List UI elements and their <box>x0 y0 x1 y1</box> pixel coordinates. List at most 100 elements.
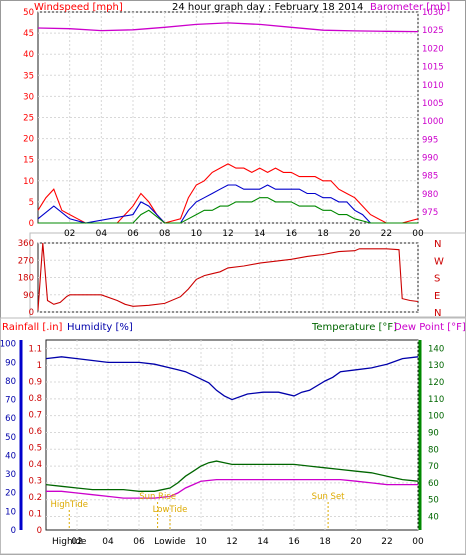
wind-x-tick-label: 22 <box>381 229 392 239</box>
series-dew-point <box>46 478 418 499</box>
series-temperature <box>45 460 419 492</box>
windspeed-tick-label: 50 <box>23 8 34 18</box>
temperature-tick-label: 100 <box>428 412 444 422</box>
rainfall-tick-label: 0.3 <box>28 476 42 486</box>
barometer-tick-label: 980 <box>422 190 438 200</box>
barometer-tick-label: 1005 <box>422 99 444 109</box>
windspeed-tick-label: 20 <box>23 135 34 145</box>
temperature-tick-label: 140 <box>428 344 444 354</box>
windspeed-tick-label: 45 <box>23 29 34 39</box>
series-layer <box>37 22 419 499</box>
rainfall-axis-title: Rainfall [.in] <box>2 322 63 333</box>
wind-x-tick-label: 12 <box>222 229 233 239</box>
humidity-tick-label: 100 <box>0 340 16 350</box>
barometer-tick-label: 1030 <box>422 8 444 18</box>
barometer-tick-label: 1025 <box>422 26 444 36</box>
windspeed-tick-label: 30 <box>23 92 34 102</box>
windspeed-tick-label: 35 <box>23 71 34 81</box>
humidity-x-tick-label: 16 <box>288 537 300 547</box>
humidity-x-tick-label: 10 <box>195 537 207 547</box>
humidity-x-tick-label: 02 <box>71 537 82 547</box>
temperature-tick-label: 110 <box>428 395 444 405</box>
direction-tick-label: 0 <box>29 308 34 318</box>
compass-tick-label: N <box>434 308 441 319</box>
temperature-tick-label: 60 <box>428 479 439 489</box>
rainfall-tick-label: 0.1 <box>28 509 42 519</box>
direction-tick-label: 180 <box>18 274 34 284</box>
series-humidity <box>45 356 419 401</box>
wind-x-tick-label: 00 <box>412 229 424 239</box>
windspeed-tick-label: 5 <box>29 198 34 208</box>
humidity-tick-label: 60 <box>5 414 16 424</box>
humidity-tick-label: 30 <box>5 470 16 480</box>
temperature-tick-label: 80 <box>428 445 439 455</box>
humidity-tick-label: 0 <box>11 526 16 536</box>
humidity-x-tick-label: Highide <box>52 537 87 547</box>
temperature-tick-label: 120 <box>428 378 444 388</box>
humidity-tick-label: 80 <box>5 377 16 387</box>
annotation-lowtide: LowTide <box>153 505 188 515</box>
windspeed-tick-label: 0 <box>29 219 34 229</box>
rainfall-tick-label: 0.5 <box>28 443 42 453</box>
rainfall-tick-label: 0.2 <box>28 493 42 503</box>
humidity-x-tick-label: 00 <box>412 537 424 547</box>
humidity-tick-label: 10 <box>5 507 16 517</box>
windspeed-tick-label: 15 <box>23 156 34 166</box>
windspeed-tick-label: 10 <box>23 177 34 187</box>
wind-x-tick-label: 02 <box>64 229 75 239</box>
rainfall-tick-label: 0 <box>37 526 42 536</box>
wind-x-tick-label: 04 <box>96 229 108 239</box>
wind-x-tick-label: 16 <box>286 229 298 239</box>
humidity-x-tick-label: Lowide <box>154 537 186 547</box>
barometer-tick-label: 995 <box>422 135 438 145</box>
barometer-axis-title: Barometer [mb] <box>370 2 450 13</box>
rainfall-tick-label: 0.8 <box>28 394 42 404</box>
humidity-panel-border <box>0 317 466 555</box>
barometer-tick-label: 975 <box>422 208 438 218</box>
temperature-tick-label: 40 <box>428 513 439 523</box>
temperature-tick-label: 70 <box>428 462 439 472</box>
windspeed-axis-title: Windspeed [mph] <box>34 2 123 13</box>
barometer-tick-label: 1015 <box>422 63 444 73</box>
temperature-tick-label: 130 <box>428 361 444 371</box>
temperature-tick-label: 50 <box>428 496 439 506</box>
humidity-x-tick-label: 04 <box>102 537 114 547</box>
annotation-hightide: HighTide <box>51 500 88 510</box>
humidity-x-tick-label: 20 <box>350 537 362 547</box>
direction-tick-label: 270 <box>18 256 34 266</box>
series-barometer <box>37 22 419 33</box>
windspeed-tick-label: 25 <box>23 114 34 124</box>
direction-tick-label: 90 <box>23 291 34 301</box>
humidity-axis-title: Humidity [%] <box>67 322 133 333</box>
wind-x-tick-label: 18 <box>317 229 329 239</box>
series-average-wind <box>38 197 418 224</box>
barometer-tick-label: 985 <box>422 172 438 182</box>
wind-x-tick-label: 08 <box>159 229 171 239</box>
temperature-tick-label: 90 <box>428 428 439 438</box>
humidity-tick-label: 50 <box>5 433 16 443</box>
wind-x-tick-label: 10 <box>191 229 203 239</box>
temperature-axis-title: Temperature [°F] <box>311 322 397 333</box>
rainfall-tick-label: 1 <box>37 361 42 371</box>
humidity-tick-label: 40 <box>5 451 16 461</box>
chart-title: 24 hour graph day : February 18 2014 <box>172 2 363 13</box>
barometer-tick-label: 1010 <box>422 81 444 91</box>
rainfall-tick-label: 0.7 <box>28 410 42 420</box>
annotation-sun-rise: Sun Rise <box>139 492 176 502</box>
direction-tick-label: 360 <box>18 239 34 249</box>
humidity-x-tick-label: 18 <box>319 537 331 547</box>
rainfall-tick-label: 0.4 <box>28 460 42 470</box>
dewpoint-axis-title: Dew Point [°F] <box>394 322 466 333</box>
barometer-tick-label: 990 <box>422 154 438 164</box>
tick-labels: 5045403530252015105010301025102010151010… <box>0 8 444 547</box>
compass-tick-label: S <box>434 274 440 285</box>
grid-lines <box>38 11 419 530</box>
humidity-x-tick-label: 22 <box>381 537 392 547</box>
compass-tick-label: W <box>434 256 444 267</box>
windspeed-tick-label: 40 <box>23 50 34 60</box>
humidity-tick-label: 20 <box>5 489 16 499</box>
rainfall-tick-label: 0.9 <box>28 377 42 387</box>
wind-x-tick-label: 20 <box>349 229 361 239</box>
humidity-x-tick-label: 12 <box>226 537 237 547</box>
